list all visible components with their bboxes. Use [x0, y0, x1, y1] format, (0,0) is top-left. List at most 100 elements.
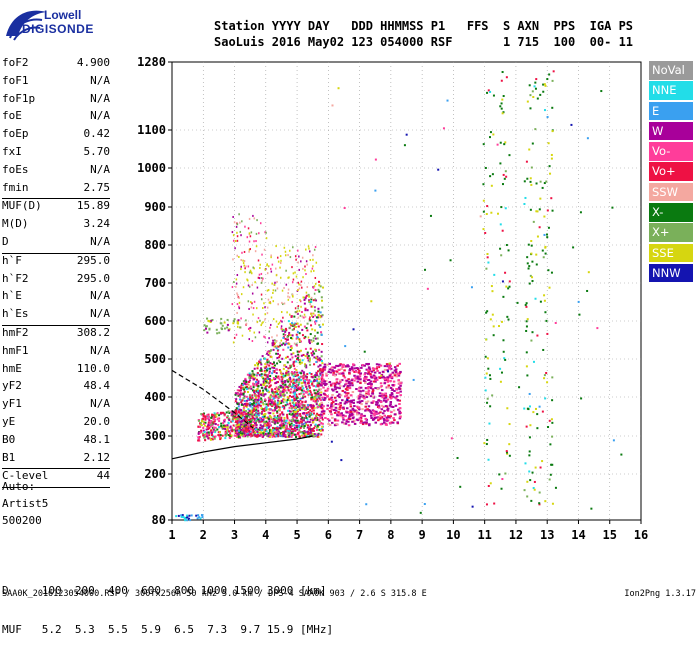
y-tick-label: 200	[144, 467, 166, 481]
param-name: foEp	[2, 127, 29, 141]
echo-point	[390, 411, 393, 414]
echo-point	[269, 323, 272, 326]
echo-point	[263, 431, 266, 434]
echo-point	[280, 319, 282, 322]
echo-point	[551, 130, 554, 133]
echo-point	[220, 424, 223, 427]
echo-point	[236, 422, 239, 425]
echo-point	[596, 327, 599, 330]
echo-point	[270, 429, 273, 432]
echo-point	[318, 324, 321, 327]
echo-point	[528, 405, 531, 408]
echo-point	[386, 365, 389, 368]
echo-point	[312, 435, 315, 438]
echo-point	[333, 382, 336, 385]
echo-point	[273, 371, 276, 374]
echo-point	[393, 366, 397, 369]
echo-point	[250, 374, 253, 377]
echo-point	[243, 390, 246, 393]
echo-point	[226, 318, 229, 321]
echo-point	[286, 398, 289, 401]
echo-point	[307, 411, 310, 414]
echo-point	[357, 371, 361, 374]
echo-point	[327, 423, 330, 426]
echo-point	[356, 375, 359, 378]
echo-point	[289, 404, 292, 407]
echo-point	[364, 376, 367, 379]
echo-point	[378, 376, 382, 379]
echo-point	[267, 265, 270, 268]
echo-point	[235, 427, 238, 430]
echo-point	[288, 425, 291, 428]
echo-point	[305, 423, 308, 426]
echo-point	[347, 378, 350, 381]
echo-point	[284, 435, 287, 438]
echo-point	[284, 250, 287, 253]
echo-point	[212, 417, 215, 420]
echo-point	[305, 416, 308, 419]
echo-point	[348, 372, 351, 375]
echo-point	[300, 280, 303, 283]
echo-point	[534, 407, 537, 410]
echo-point	[492, 325, 495, 328]
echo-point	[247, 284, 250, 287]
echo-point	[331, 369, 334, 372]
echo-point	[531, 279, 534, 282]
echo-point	[257, 317, 260, 320]
echo-point	[227, 433, 230, 436]
echo-point	[341, 421, 344, 424]
echo-point	[210, 416, 213, 419]
echo-point	[212, 416, 215, 419]
echo-point	[236, 294, 239, 297]
echo-point	[376, 365, 379, 368]
echo-point	[531, 142, 534, 145]
echo-point	[423, 503, 426, 506]
echo-point	[351, 417, 355, 420]
echo-point	[377, 399, 380, 402]
echo-point	[502, 295, 505, 298]
echo-point	[282, 424, 285, 427]
echo-point	[290, 434, 293, 437]
echo-point	[251, 374, 254, 377]
echo-point	[399, 390, 402, 393]
echo-point	[273, 364, 276, 367]
echo-point	[318, 420, 321, 423]
echo-point	[340, 414, 344, 417]
lowell-digisonde-logo: Lowell DIGISONDE	[2, 2, 112, 44]
echo-point	[385, 399, 388, 402]
echo-point	[289, 358, 292, 361]
echo-point	[282, 393, 285, 396]
echo-point	[302, 407, 305, 410]
echo-point	[333, 409, 336, 412]
echo-point	[296, 421, 299, 424]
echo-point	[543, 299, 546, 302]
echo-point	[347, 420, 350, 423]
echo-point	[202, 434, 205, 437]
echo-point	[542, 83, 545, 86]
echo-point	[298, 429, 301, 432]
param-name: fxI	[2, 144, 22, 158]
echo-point	[227, 422, 230, 425]
echo-point	[239, 391, 242, 394]
echo-point	[272, 348, 275, 351]
echo-point	[339, 363, 342, 366]
echo-point	[358, 400, 362, 403]
echo-point	[350, 412, 354, 415]
echo-point	[316, 378, 319, 381]
echo-point	[331, 416, 334, 419]
echo-point	[208, 432, 211, 435]
echo-point	[546, 236, 549, 239]
echo-point	[223, 418, 226, 421]
echo-point	[284, 343, 287, 346]
echo-point	[293, 364, 296, 367]
echo-point	[294, 382, 297, 385]
echo-point	[287, 346, 290, 349]
echo-point	[502, 339, 505, 342]
echo-point	[346, 384, 350, 387]
echo-point	[260, 399, 263, 402]
echo-point	[233, 415, 236, 418]
echo-point	[208, 434, 211, 437]
param-value: N/A	[90, 91, 110, 105]
echo-point	[279, 393, 282, 396]
echo-point	[303, 411, 306, 414]
